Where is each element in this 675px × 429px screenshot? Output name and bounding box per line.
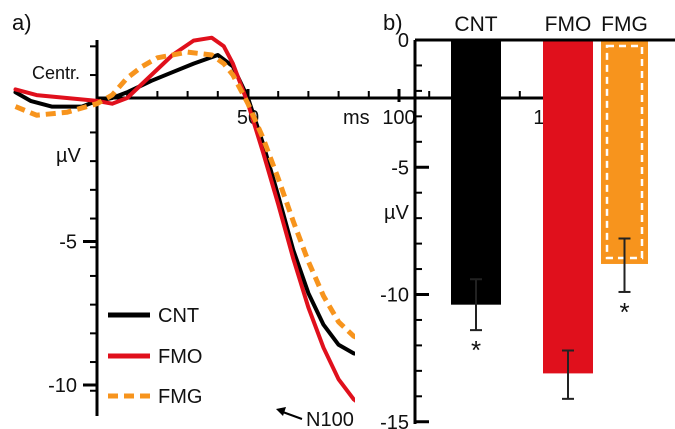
significance-star-cnt: * [471,335,481,365]
y-tick-label: -15 [380,412,409,429]
series-line-fmo [13,35,355,403]
y-tick-label: -5 [391,157,409,179]
legend-label-fmo: FMO [158,346,202,368]
significance-star-fmg: * [619,297,629,327]
x-tick-label: 100 [382,107,415,129]
electrode-label: Centr. [32,63,80,83]
x-axis-unit: ms [343,107,370,129]
panel-b-label: b) [383,10,403,35]
n100-label: N100 [306,409,354,429]
bar-fmg [601,40,648,264]
bar-cnt [451,40,501,305]
legend: CNT FMO FMG [108,305,202,408]
n100-annotation: N100 [276,407,354,429]
category-label-fmg: FMG [601,13,648,36]
y-axis-label: µV [384,202,410,224]
y-tick-label: -10 [48,375,77,397]
bar-fmo [543,40,593,374]
legend-label-cnt: CNT [158,305,199,327]
series-line-fmg [14,49,355,340]
legend-label-fmg: FMG [158,386,202,408]
n100-arrow-head [276,407,286,416]
y-axis-label: µV [56,145,82,167]
y-tick-label: -5 [59,232,77,254]
amplitude-bar-chart: CNT * FMO FMG * 0 -5 -10 -15 µV [380,13,675,429]
series-line-cnt [13,53,355,356]
y-tick-label: -10 [380,285,409,307]
category-label-cnt: CNT [454,13,497,36]
y-tick-label: 0 [398,30,409,52]
panel-a-label: a) [12,10,32,35]
category-label-fmo: FMO [545,13,592,36]
